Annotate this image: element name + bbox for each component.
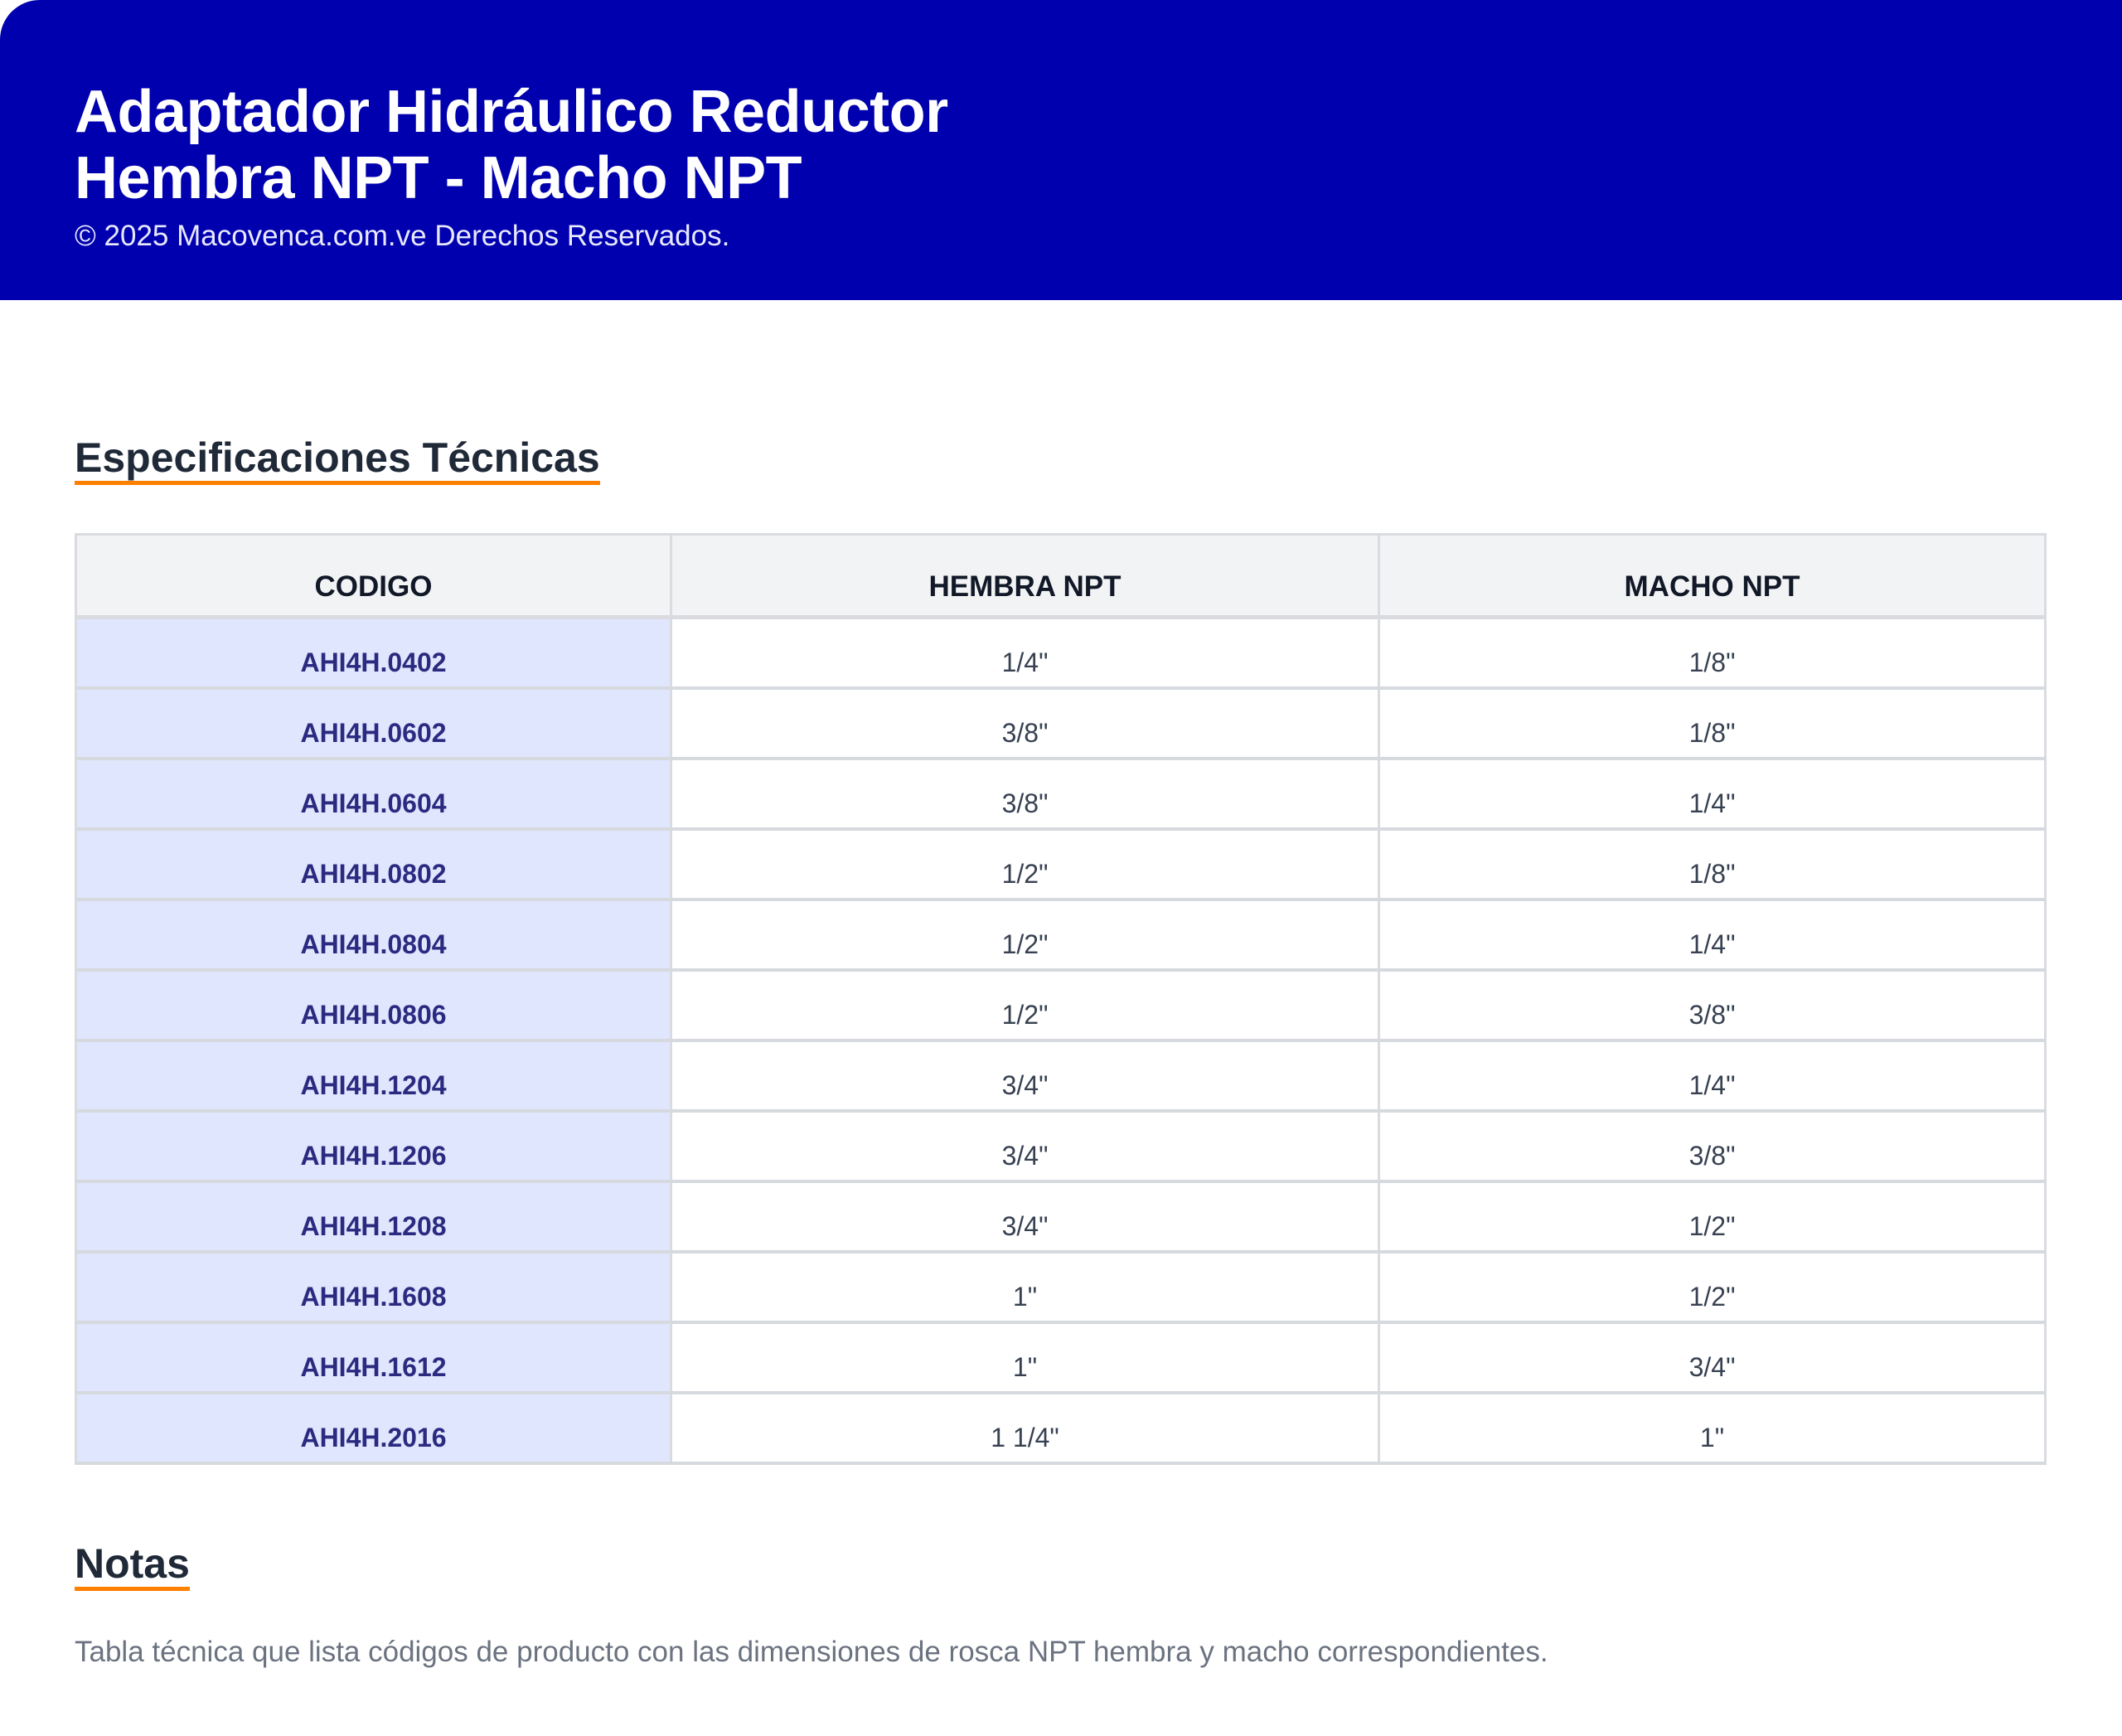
table-row: AHI4H.0804 1/2" 1/4" — [75, 899, 2047, 972]
cell-macho: 1/4" — [1378, 1040, 2047, 1113]
table-row: AHI4H.1612 1" 3/4" — [75, 1321, 2047, 1394]
cell-hembra: 3/4" — [670, 1040, 1380, 1113]
table-row: AHI4H.2016 1 1/4" 1" — [75, 1392, 2047, 1465]
title-line-2: Hembra NPT - Macho NPT — [75, 145, 802, 211]
column-header-hembra: HEMBRA NPT — [670, 533, 1380, 619]
cell-codigo: AHI4H.0804 — [75, 899, 672, 972]
copyright: © 2025 Macovenca.com.ve Derechos Reserva… — [75, 220, 730, 252]
notes-text: Tabla técnica que lista códigos de produ… — [75, 1636, 1548, 1668]
table-header-row: CODIGO HEMBRA NPT MACHO NPT — [75, 533, 2047, 619]
cell-hembra: 1" — [670, 1251, 1380, 1324]
cell-macho: 3/8" — [1378, 1110, 2047, 1183]
cell-macho: 1/8" — [1378, 687, 2047, 760]
cell-macho: 1/2" — [1378, 1181, 2047, 1254]
cell-codigo: AHI4H.1608 — [75, 1251, 672, 1324]
cell-hembra: 3/4" — [670, 1110, 1380, 1183]
cell-macho: 1/8" — [1378, 828, 2047, 901]
page-header: Adaptador Hidráulico Reductor Hembra NPT… — [0, 0, 2122, 300]
cell-codigo: AHI4H.0802 — [75, 828, 672, 901]
cell-hembra: 3/8" — [670, 758, 1380, 831]
cell-hembra: 1/2" — [670, 828, 1380, 901]
cell-macho: 1/4" — [1378, 758, 2047, 831]
cell-macho: 3/8" — [1378, 969, 2047, 1042]
table-row: AHI4H.1208 3/4" 1/2" — [75, 1181, 2047, 1254]
cell-codigo: AHI4H.1612 — [75, 1321, 672, 1394]
table-row: AHI4H.1206 3/4" 3/8" — [75, 1110, 2047, 1183]
table-row: AHI4H.0802 1/2" 1/8" — [75, 828, 2047, 901]
cell-codigo: AHI4H.0604 — [75, 758, 672, 831]
cell-macho: 1" — [1378, 1392, 2047, 1465]
specs-table: CODIGO HEMBRA NPT MACHO NPT AHI4H.0402 1/… — [75, 533, 2047, 1465]
cell-codigo: AHI4H.2016 — [75, 1392, 672, 1465]
table-row: AHI4H.0402 1/4" 1/8" — [75, 617, 2047, 690]
cell-hembra: 1/4" — [670, 617, 1380, 690]
cell-hembra: 1 1/4" — [670, 1392, 1380, 1465]
cell-macho: 1/2" — [1378, 1251, 2047, 1324]
cell-macho: 1/4" — [1378, 899, 2047, 972]
cell-codigo: AHI4H.0602 — [75, 687, 672, 760]
cell-hembra: 3/4" — [670, 1181, 1380, 1254]
cell-hembra: 1/2" — [670, 969, 1380, 1042]
column-header-codigo: CODIGO — [75, 533, 672, 619]
table-row: AHI4H.1204 3/4" 1/4" — [75, 1040, 2047, 1113]
specs-heading: Especificaciones Técnicas — [75, 434, 600, 485]
table-row: AHI4H.1608 1" 1/2" — [75, 1251, 2047, 1324]
table-row: AHI4H.0604 3/8" 1/4" — [75, 758, 2047, 831]
cell-codigo: AHI4H.0402 — [75, 617, 672, 690]
cell-hembra: 1/2" — [670, 899, 1380, 972]
table-row: AHI4H.0602 3/8" 1/8" — [75, 687, 2047, 760]
cell-hembra: 1" — [670, 1321, 1380, 1394]
cell-codigo: AHI4H.1204 — [75, 1040, 672, 1113]
notes-heading: Notas — [75, 1540, 190, 1591]
cell-codigo: AHI4H.1208 — [75, 1181, 672, 1254]
column-header-macho: MACHO NPT — [1378, 533, 2047, 619]
title-line-1: Adaptador Hidráulico Reductor — [75, 79, 948, 145]
cell-macho: 3/4" — [1378, 1321, 2047, 1394]
cell-codigo: AHI4H.1206 — [75, 1110, 672, 1183]
table-row: AHI4H.0806 1/2" 3/8" — [75, 969, 2047, 1042]
page-title: Adaptador Hidráulico Reductor Hembra NPT… — [75, 79, 2122, 211]
cell-macho: 1/8" — [1378, 617, 2047, 690]
cell-codigo: AHI4H.0806 — [75, 969, 672, 1042]
cell-hembra: 3/8" — [670, 687, 1380, 760]
